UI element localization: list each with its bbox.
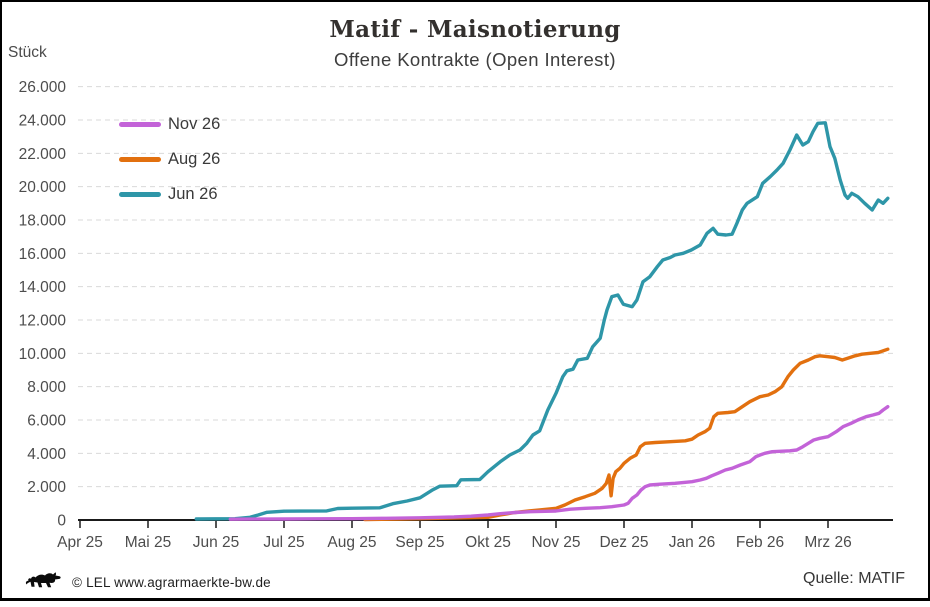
y-tick-label: 10.000 bbox=[19, 346, 67, 363]
series-line-aug-26 bbox=[363, 347, 890, 522]
bw-lion-logo-icon bbox=[25, 572, 61, 588]
x-tick-label: Mrz 26 bbox=[804, 534, 851, 551]
legend-item-nov-26: Nov 26 bbox=[119, 112, 220, 136]
footer: © LEL www.agrarmaerkte-bw.de bbox=[24, 570, 271, 594]
y-tick-label: 12.000 bbox=[19, 313, 67, 330]
x-tick-label: Okt 25 bbox=[465, 534, 511, 551]
source-text: Quelle: MATIF bbox=[803, 570, 905, 587]
y-tick-label: 20.000 bbox=[19, 179, 67, 196]
x-tick-label: Jul 25 bbox=[263, 534, 304, 551]
x-tick-label: Mai 25 bbox=[125, 534, 172, 551]
x-tick-label: Sep 25 bbox=[395, 534, 444, 551]
x-tick-label: Dez 25 bbox=[599, 534, 648, 551]
x-tick-label: Jun 25 bbox=[193, 534, 240, 551]
y-tick-label: 26.000 bbox=[19, 79, 67, 96]
legend-label-nov-26: Nov 26 bbox=[168, 114, 221, 133]
y-tick-label: 14.000 bbox=[19, 279, 67, 296]
chart-subtitle: Offene Kontrakte (Open Interest) bbox=[334, 49, 616, 70]
y-tick-label: 24.000 bbox=[19, 113, 67, 130]
y-tick-label: 8.000 bbox=[27, 379, 66, 396]
x-tick-label: Jan 26 bbox=[669, 534, 716, 551]
legend-label-aug-26: Aug 26 bbox=[168, 149, 221, 168]
chart-title: Matif - Maisnotierung bbox=[329, 16, 621, 43]
y-axis-unit-label: Stück bbox=[8, 44, 47, 61]
legend-line-swatch-nov-26-icon bbox=[119, 121, 161, 127]
series-line-jun-26 bbox=[194, 121, 890, 521]
x-tick-label: Nov 25 bbox=[531, 534, 580, 551]
legend-line-swatch-aug-26-icon bbox=[119, 156, 161, 162]
legend-item-aug-26: Aug 26 bbox=[119, 147, 220, 171]
x-tick-label: Aug 25 bbox=[327, 534, 376, 551]
series-line-nov-26 bbox=[228, 405, 890, 521]
copyright-text: © LEL www.agrarmaerkte-bw.de bbox=[72, 574, 271, 590]
y-tick-label: 0 bbox=[57, 513, 66, 530]
legend-item-jun-26: Jun 26 bbox=[119, 182, 220, 206]
y-tick-label: 16.000 bbox=[19, 246, 67, 263]
y-tick-label: 2.000 bbox=[27, 479, 66, 496]
x-tick-label: Feb 26 bbox=[736, 534, 784, 551]
x-tick-label: Apr 25 bbox=[57, 534, 103, 551]
y-tick-label: 22.000 bbox=[19, 146, 67, 163]
chart-header: Matif - Maisnotierung Offene Kontrakte (… bbox=[20, 16, 930, 71]
y-tick-label: 18.000 bbox=[19, 213, 67, 230]
legend: Nov 26 Aug 26 Jun 26 bbox=[119, 112, 220, 217]
legend-line-swatch-jun-26-icon bbox=[119, 191, 161, 197]
legend-label-jun-26: Jun 26 bbox=[168, 184, 218, 203]
y-tick-label: 6.000 bbox=[27, 413, 66, 430]
y-tick-label: 4.000 bbox=[27, 446, 66, 463]
